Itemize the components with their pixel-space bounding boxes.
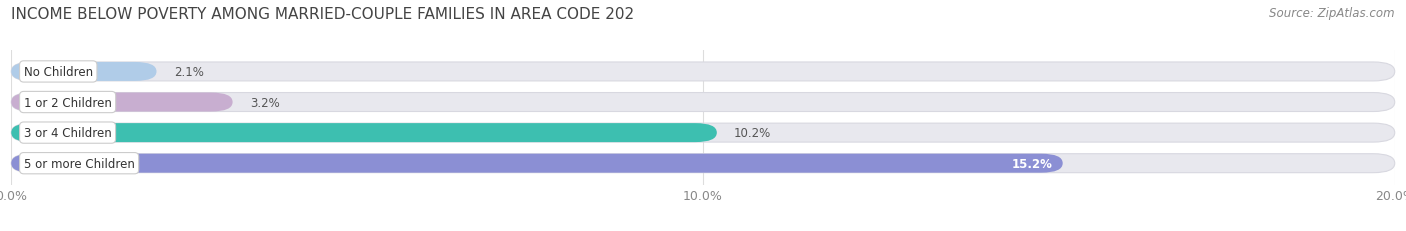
Text: 2.1%: 2.1% [174, 66, 204, 79]
FancyBboxPatch shape [11, 154, 1063, 173]
FancyBboxPatch shape [11, 154, 1395, 173]
Text: 3.2%: 3.2% [250, 96, 280, 109]
FancyBboxPatch shape [11, 63, 1395, 82]
FancyBboxPatch shape [11, 124, 1395, 143]
Text: Source: ZipAtlas.com: Source: ZipAtlas.com [1270, 7, 1395, 20]
Text: No Children: No Children [24, 66, 93, 79]
Text: 10.2%: 10.2% [734, 127, 772, 140]
FancyBboxPatch shape [11, 63, 156, 82]
Text: 1 or 2 Children: 1 or 2 Children [24, 96, 111, 109]
Text: 5 or more Children: 5 or more Children [24, 157, 135, 170]
FancyBboxPatch shape [11, 124, 717, 143]
Text: 15.2%: 15.2% [1011, 157, 1052, 170]
FancyBboxPatch shape [11, 93, 232, 112]
FancyBboxPatch shape [11, 93, 1395, 112]
Text: INCOME BELOW POVERTY AMONG MARRIED-COUPLE FAMILIES IN AREA CODE 202: INCOME BELOW POVERTY AMONG MARRIED-COUPL… [11, 7, 634, 22]
Text: 3 or 4 Children: 3 or 4 Children [24, 127, 111, 140]
